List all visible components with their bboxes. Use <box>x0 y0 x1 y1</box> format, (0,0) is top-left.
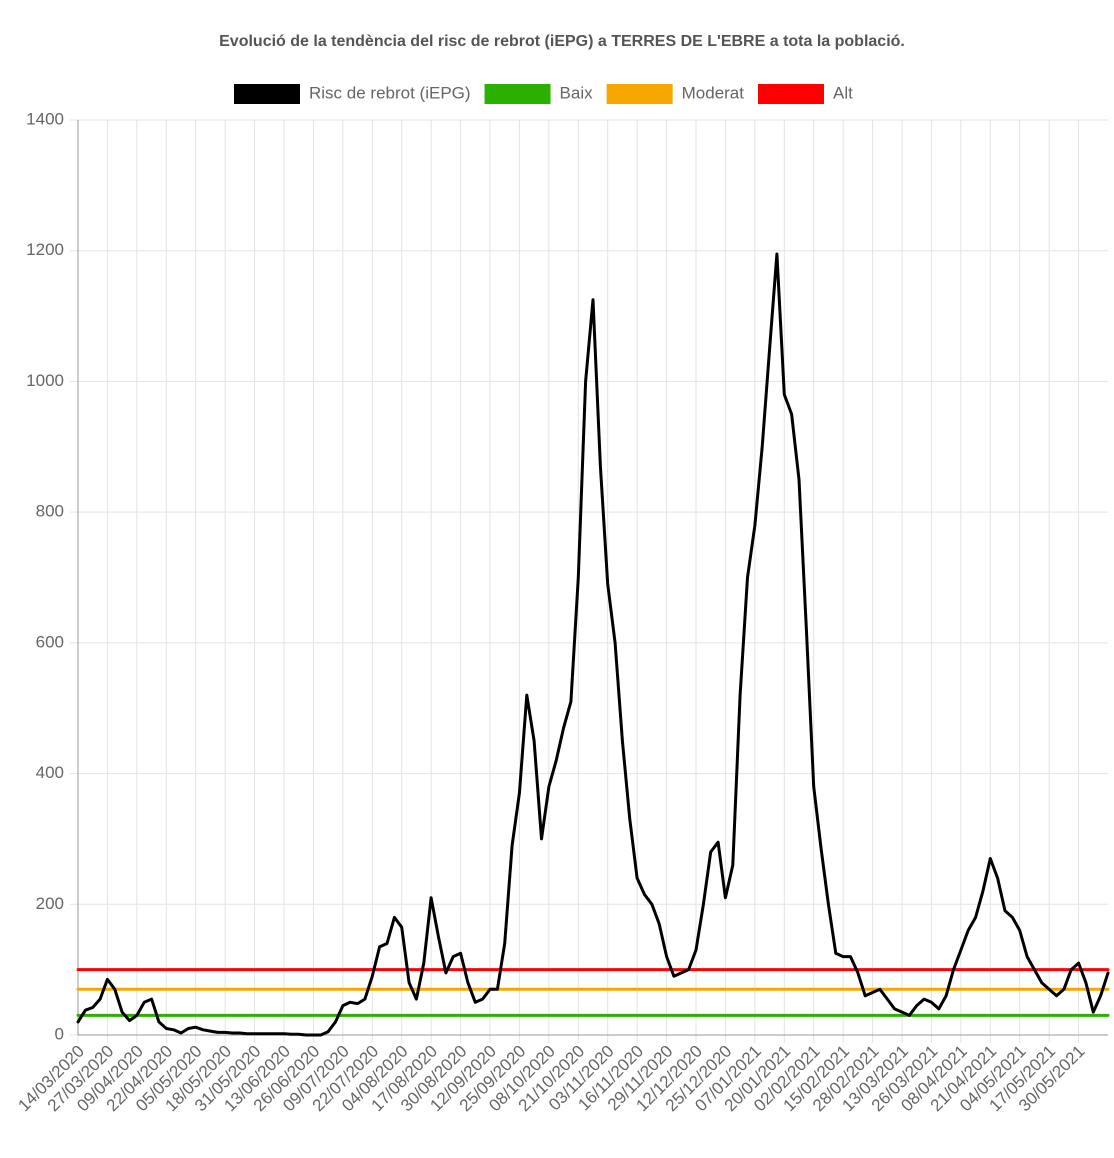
legend-swatch <box>234 84 300 104</box>
y-tick-label: 0 <box>55 1024 64 1043</box>
y-tick-label: 1400 <box>26 109 64 128</box>
y-tick-label: 200 <box>36 894 64 913</box>
y-tick-label: 1200 <box>26 240 64 259</box>
legend-label: Moderat <box>682 83 745 102</box>
y-tick-label: 800 <box>36 502 64 521</box>
legend: Risc de rebrot (iEPG) Baix Moderat Alt <box>234 83 853 104</box>
legend-swatch <box>484 84 551 104</box>
series-line <box>76 252 1110 1037</box>
y-tick-label: 600 <box>36 632 64 651</box>
legend-label: Alt <box>833 83 853 102</box>
legend-label: Baix <box>560 83 594 102</box>
legend-label: Risc de rebrot (iEPG) <box>309 83 471 102</box>
chart-title: Evolució de la tendència del risc de reb… <box>219 33 905 50</box>
legend-swatch <box>758 84 824 104</box>
y-tick-label: 1000 <box>26 371 64 390</box>
legend-swatch <box>606 84 673 104</box>
y-tick-label: 400 <box>36 763 64 782</box>
